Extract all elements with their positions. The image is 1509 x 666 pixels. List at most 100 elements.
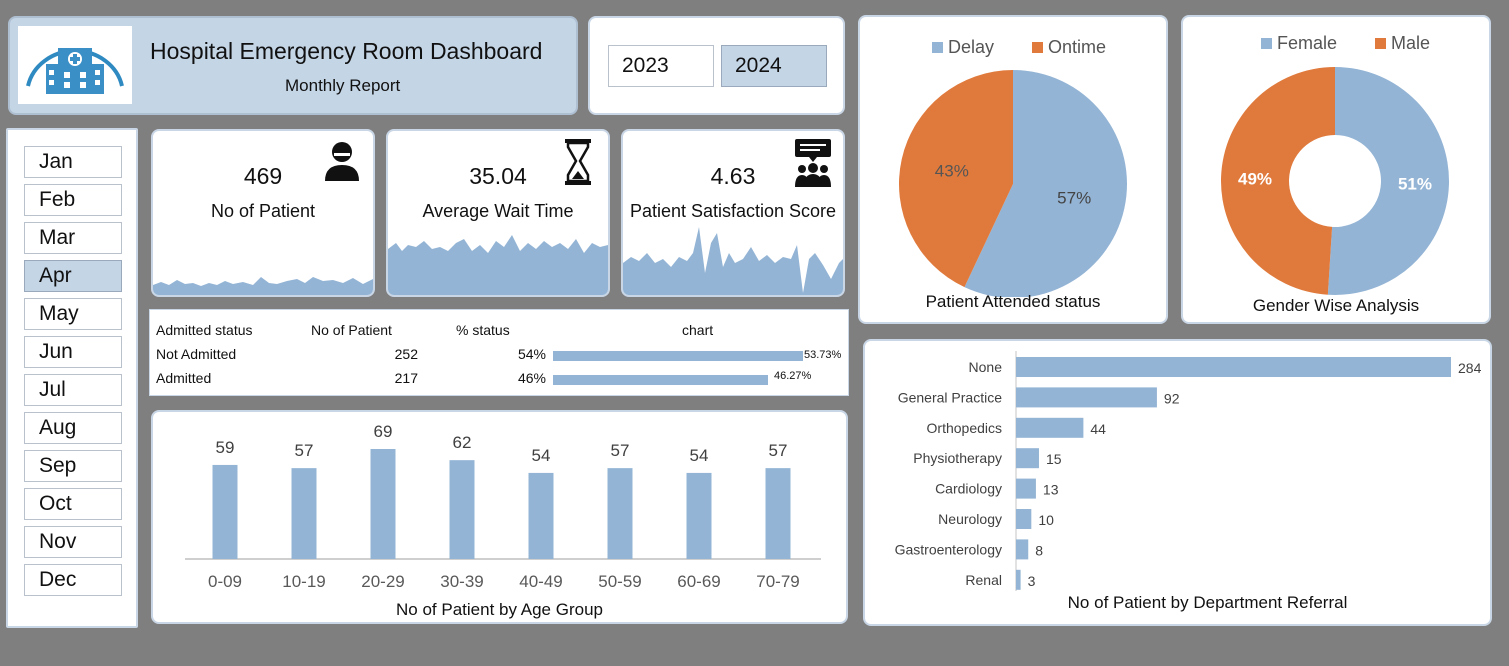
month-button-aug[interactable]: Aug [24,412,122,444]
attended-pie-chart: 57% 43% [899,70,1127,297]
dept-bar-value: 3 [1028,573,1036,589]
group-chat-icon [793,139,833,192]
pie-slice-male [1221,67,1335,295]
col-header-chart: chart [682,322,714,338]
month-button-jun[interactable]: Jun [24,336,122,368]
patients-sparkline [153,277,373,295]
age-group-chart-panel: 59 0-09 57 10-19 69 20-29 62 30-39 54 40-49 57 50-5… [151,410,848,624]
month-button-nov[interactable]: Nov [24,526,122,558]
age-tick-label: 10-19 [282,572,325,591]
kpi-patients-value: 469 [243,163,283,189]
dept-bar [1016,539,1029,560]
month-button-jan[interactable]: Jan [24,146,122,178]
department-chart-title: No of Patient by Department Referral [1067,593,1348,612]
pie-slice-ontime [899,70,1013,288]
pie-slice-female [1327,67,1450,295]
page-title: Hospital Emergency Room Dashboard [150,38,543,64]
dept-bar-value: 10 [1038,512,1054,528]
dept-bar-value: 44 [1090,421,1106,437]
pie-data-label: 49% [1238,169,1272,188]
age-bar-value: 57 [769,441,788,460]
month-slicer: Jan Feb Mar Apr May Jun Jul Aug Sep Oct … [6,128,138,628]
kpi-wait-value: 35.04 [469,163,527,189]
row-bar-label: 46.27% [774,370,812,382]
gender-chart-title: Gender Wise Analysis [1252,296,1420,315]
dept-bar [1016,417,1084,438]
row-count: 217 [394,370,418,386]
wait-time-sparkline [388,235,608,295]
age-bar [528,472,554,559]
col-header-pct: % status [456,322,510,338]
dept-bar [1016,509,1032,529]
dept-bar-value: 284 [1458,360,1482,376]
age-tick-label: 0-09 [208,572,242,591]
dept-tick-label: Neurology [938,511,1002,527]
age-bar-value: 57 [611,441,630,460]
legend-ontime: Ontime [1032,37,1106,58]
row-count: 252 [394,346,418,362]
age-bar-value: 54 [690,446,709,465]
row-status: Admitted [156,370,212,386]
legend-male: Male [1375,33,1430,54]
kpi-card-patients: 469 No of Patient [151,129,375,297]
age-tick-label: 20-29 [361,572,404,591]
dept-bar [1016,448,1039,469]
age-bar [607,468,633,559]
dept-tick-label: None [969,359,1003,375]
dept-bar-value: 92 [1164,390,1180,406]
kpi-card-wait-time: 35.04 Average Wait Time [386,129,610,297]
age-tick-label: 40-49 [519,572,562,591]
dept-tick-label: General Practice [898,389,1002,405]
row-pct: 54% [517,346,546,362]
attended-status-panel: Delay Ontime 57% 43% Patient Attended sta… [858,15,1168,324]
page-subtitle: Monthly Report [285,76,401,95]
age-group-chart: 59 0-09 57 10-19 69 20-29 62 30-39 54 40-49 57 50-5… [185,422,821,591]
dept-tick-label: Gastroenterology [895,541,1002,557]
kpi-patients-label: No of Patient [210,201,316,221]
row-bar-label: 53.73% [804,349,842,361]
age-bar-value: 62 [453,433,472,452]
admitted-status-table: Admitted status No of Patient % status c… [149,309,849,396]
dept-tick-label: Renal [965,572,1002,588]
department-referral-chart: None 284 General Practice 92 Orthopedics 44 Ph… [895,351,1482,591]
year-button-2023[interactable]: 2023 [608,45,714,87]
row-status: Not Admitted [156,346,237,362]
department-referral-panel: None 284 General Practice 92 Orthopedics 44 Ph… [863,339,1492,626]
pie-data-label: 43% [935,161,969,180]
age-bar [212,464,238,559]
dept-bar [1016,387,1157,408]
month-button-feb[interactable]: Feb [24,184,122,216]
kpi-satisfaction-label: Patient Satisfaction Score [629,201,837,221]
year-button-2024[interactable]: 2024 [721,45,827,87]
col-header-count: No of Patient [311,322,392,338]
dept-tick-label: Orthopedics [927,420,1002,436]
month-button-jul[interactable]: Jul [24,374,122,406]
month-button-dec[interactable]: Dec [24,564,122,596]
age-chart-title: No of Patient by Age Group [396,600,603,619]
row-bar [553,375,768,385]
age-bar [291,468,317,559]
pie-data-label: 51% [1398,175,1432,194]
gender-donut-chart: 51% 49% [1221,67,1450,295]
month-button-oct[interactable]: Oct [24,488,122,520]
dept-tick-label: Physiotherapy [913,450,1002,466]
pie-data-label: 57% [1057,189,1091,208]
age-bar [765,468,791,559]
age-bar-value: 54 [532,446,551,465]
month-button-mar[interactable]: Mar [24,222,122,254]
month-button-sep[interactable]: Sep [24,450,122,482]
month-button-apr[interactable]: Apr [24,260,122,292]
hospital-logo-icon [18,26,132,104]
month-button-may[interactable]: May [24,298,122,330]
age-bar [370,449,396,559]
kpi-card-satisfaction: 4.63 Patient Satisfaction Score [621,129,845,297]
dept-bar-value: 8 [1035,542,1043,558]
year-slicer: 2023 2024 [588,16,845,115]
kpi-wait-label: Average Wait Time [422,201,574,221]
age-tick-label: 60-69 [677,572,720,591]
pie-slice-delay [964,70,1127,297]
dept-bar-value: 15 [1046,451,1062,467]
dept-bar [1016,569,1021,590]
dept-bar-value: 13 [1043,482,1059,498]
dept-bar [1016,478,1036,499]
